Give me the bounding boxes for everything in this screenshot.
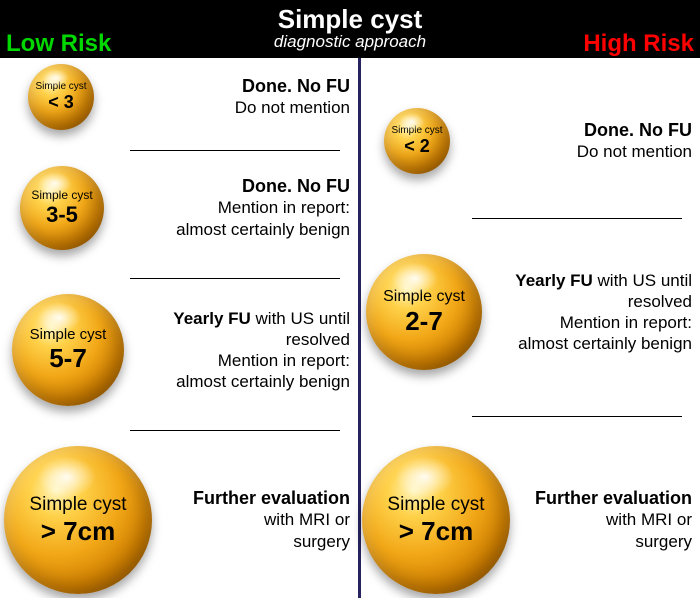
separator-line	[130, 150, 340, 151]
sphere-wrap: Simple cyst< 3	[0, 64, 100, 130]
rec-sub: with MRI orsurgery	[516, 509, 692, 552]
recommendation-text: Further evaluationwith MRI orsurgery	[516, 488, 700, 552]
rec-sub: with MRI orsurgery	[158, 509, 350, 552]
cyst-sphere: Simple cyst> 7cm	[4, 446, 152, 594]
sphere-size: 2-7	[405, 306, 443, 337]
sphere-wrap: Simple cyst> 7cm	[362, 446, 516, 594]
cyst-sphere: Simple cyst5-7	[12, 294, 124, 406]
cyst-sphere: Simple cyst< 3	[28, 64, 94, 130]
cyst-row: Simple cyst3-5Done. No FUMention in repo…	[0, 166, 358, 250]
sphere-wrap: Simple cyst2-7	[362, 254, 488, 370]
high-risk-column: Simple cyst< 2Done. No FUDo not mentionS…	[362, 58, 700, 598]
rec-sub: Do not mention	[456, 141, 692, 162]
sphere-size: > 7cm	[41, 516, 115, 547]
cyst-row: Simple cyst< 2Done. No FUDo not mention	[362, 108, 700, 174]
recommendation-text: Yearly FU with US until resolvedMention …	[488, 270, 700, 355]
rec-title-bold: Yearly FU	[173, 309, 251, 328]
rec-title: Yearly FU with US until resolved	[130, 308, 350, 351]
rec-sub: Mention in report:almost certainly benig…	[488, 312, 692, 355]
cyst-sphere: Simple cyst3-5	[20, 166, 104, 250]
sphere-size: < 2	[404, 136, 430, 157]
cyst-row: Simple cyst2-7Yearly FU with US until re…	[362, 254, 700, 370]
rec-title: Done. No FU	[456, 120, 692, 141]
rec-title-tail: with US until resolved	[251, 309, 350, 349]
low-risk-label: Low Risk	[6, 30, 111, 58]
cyst-sphere: Simple cyst> 7cm	[362, 446, 510, 594]
sphere-size: > 7cm	[399, 516, 473, 547]
title: Simple cyst	[278, 6, 423, 32]
subtitle: diagnostic approach	[274, 32, 426, 52]
rec-title-tail: with US until resolved	[593, 271, 692, 311]
separator-line	[130, 430, 340, 431]
sphere-label: Simple cyst	[35, 81, 86, 92]
separator-line	[130, 278, 340, 279]
sphere-label: Simple cyst	[387, 494, 484, 516]
cyst-sphere: Simple cyst2-7	[366, 254, 482, 370]
recommendation-text: Done. No FUDo not mention	[100, 76, 358, 118]
sphere-wrap: Simple cyst5-7	[0, 294, 130, 406]
rec-title: Done. No FU	[100, 76, 350, 97]
cyst-row: Simple cyst> 7cmFurther evaluationwith M…	[362, 446, 700, 594]
rec-title: Yearly FU with US until resolved	[488, 270, 692, 313]
sphere-size: < 3	[48, 92, 74, 113]
high-risk-label: High Risk	[583, 30, 694, 58]
rec-sub: Do not mention	[100, 97, 350, 118]
cyst-row: Simple cyst< 3Done. No FUDo not mention	[0, 64, 358, 130]
separator-line	[472, 416, 682, 417]
cyst-row: Simple cyst5-7Yearly FU with US until re…	[0, 294, 358, 406]
rec-title-bold: Yearly FU	[515, 271, 593, 290]
header-bar: Low Risk Simple cyst diagnostic approach…	[0, 0, 700, 58]
recommendation-text: Done. No FUDo not mention	[456, 120, 700, 162]
sphere-label: Simple cyst	[391, 125, 442, 136]
center-divider	[358, 58, 361, 598]
sphere-size: 5-7	[49, 343, 87, 374]
separator-line	[472, 218, 682, 219]
sphere-size: 3-5	[46, 202, 78, 228]
sphere-wrap: Simple cyst> 7cm	[0, 446, 158, 594]
recommendation-text: Yearly FU with US until resolvedMention …	[130, 308, 358, 393]
sphere-label: Simple cyst	[31, 188, 92, 202]
rec-title: Further evaluation	[158, 488, 350, 509]
content-area: Simple cyst< 3Done. No FUDo not mentionS…	[0, 58, 700, 598]
rec-sub: Mention in report:almost certainly benig…	[110, 197, 350, 240]
recommendation-text: Further evaluationwith MRI orsurgery	[158, 488, 358, 552]
sphere-label: Simple cyst	[29, 494, 126, 516]
low-risk-column: Simple cyst< 3Done. No FUDo not mentionS…	[0, 58, 358, 598]
rec-sub: Mention in report:almost certainly benig…	[130, 350, 350, 393]
sphere-label: Simple cyst	[383, 288, 465, 306]
recommendation-text: Done. No FUMention in report:almost cert…	[110, 176, 358, 240]
sphere-wrap: Simple cyst< 2	[362, 108, 456, 174]
sphere-wrap: Simple cyst3-5	[0, 166, 110, 250]
rec-title: Done. No FU	[110, 176, 350, 197]
cyst-sphere: Simple cyst< 2	[384, 108, 450, 174]
rec-title: Further evaluation	[516, 488, 692, 509]
sphere-label: Simple cyst	[30, 326, 107, 343]
cyst-row: Simple cyst> 7cmFurther evaluationwith M…	[0, 446, 358, 594]
